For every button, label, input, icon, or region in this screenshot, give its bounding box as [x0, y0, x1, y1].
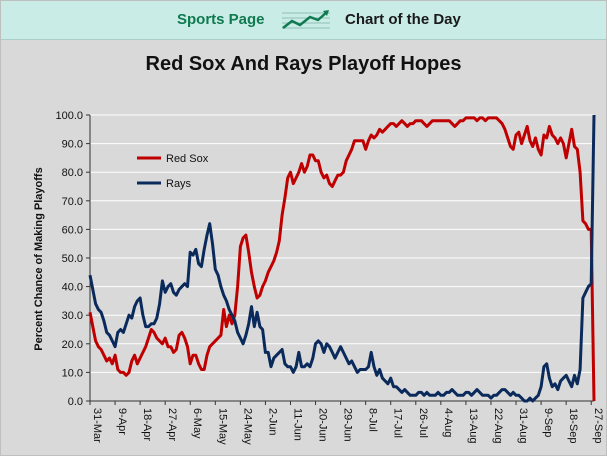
legend-label-rays: Rays — [166, 178, 192, 190]
y-tick-label: 0.0 — [68, 396, 83, 408]
y-tick-label: 20.0 — [62, 339, 83, 351]
x-tick-label: 17-Jul — [392, 408, 404, 438]
trend-chart-icon — [280, 8, 332, 32]
y-tick-label: 90.0 — [62, 139, 83, 151]
chart-title: Red Sox And Rays Playoff Hopes — [145, 53, 462, 75]
x-tick-label: 22-Aug — [492, 408, 504, 443]
y-tick-label: 10.0 — [62, 367, 83, 379]
x-tick-label: 27-Apr — [166, 408, 178, 441]
y-tick-label: 30.0 — [62, 310, 83, 322]
y-tick-label: 80.0 — [62, 167, 83, 179]
legend: Red Sox Rays — [137, 153, 209, 190]
x-tick-label: 26-Jul — [417, 408, 429, 438]
x-tick-label: 20-Jun — [317, 408, 329, 442]
x-axis: 31-Mar 9-Apr 18-Apr 27-Apr 6-May 15-May 24-May… — [89, 401, 604, 445]
y-tick-label: 60.0 — [62, 224, 83, 236]
banner-caption: Chart of the Day — [345, 11, 461, 28]
series-line-red-sox — [88, 116, 596, 402]
x-tick-label: 9-Apr — [116, 408, 128, 435]
x-tick-label: 29-Jun — [342, 408, 354, 442]
x-tick-label: 6-May — [191, 408, 203, 439]
y-tick-label: 100.0 — [55, 110, 83, 122]
y-tick-label: 40.0 — [62, 282, 83, 294]
x-tick-label: 2-Jun — [266, 408, 278, 436]
x-tick-label: 13-Aug — [467, 408, 479, 443]
y-tick-label: 50.0 — [62, 253, 83, 265]
x-tick-label: 27-Sep — [592, 408, 604, 443]
x-tick-label: 11-Jun — [291, 408, 303, 441]
brand-name: Sports Page — [177, 11, 265, 28]
x-tick-label: 18-Apr — [141, 408, 153, 441]
x-tick-label: 4-Aug — [442, 408, 454, 437]
series-lines — [88, 114, 596, 403]
x-tick-label: 31-Mar — [91, 408, 103, 443]
x-tick-label: 24-May — [241, 408, 253, 445]
legend-label-red-sox: Red Sox — [166, 153, 209, 165]
x-tick-label: 18-Sep — [567, 408, 579, 443]
gridlines — [90, 114, 594, 373]
x-tick-label: 9-Sep — [542, 408, 554, 437]
x-tick-label: 15-May — [216, 408, 228, 445]
x-tick-label: 8-Jul — [367, 408, 379, 432]
series-line-rays — [88, 114, 596, 403]
y-tick-label: 70.0 — [62, 196, 83, 208]
x-tick-label: 31-Aug — [517, 408, 529, 443]
y-axis-title: Percent Chance of Making Playoffs — [33, 167, 45, 350]
header-banner: Sports Page Chart of the Day — [1, 1, 606, 40]
y-axis: 0.0 10.0 20.0 30.0 40.0 50.0 60.0 70.0 80.0 90.0 1… — [55, 110, 90, 408]
